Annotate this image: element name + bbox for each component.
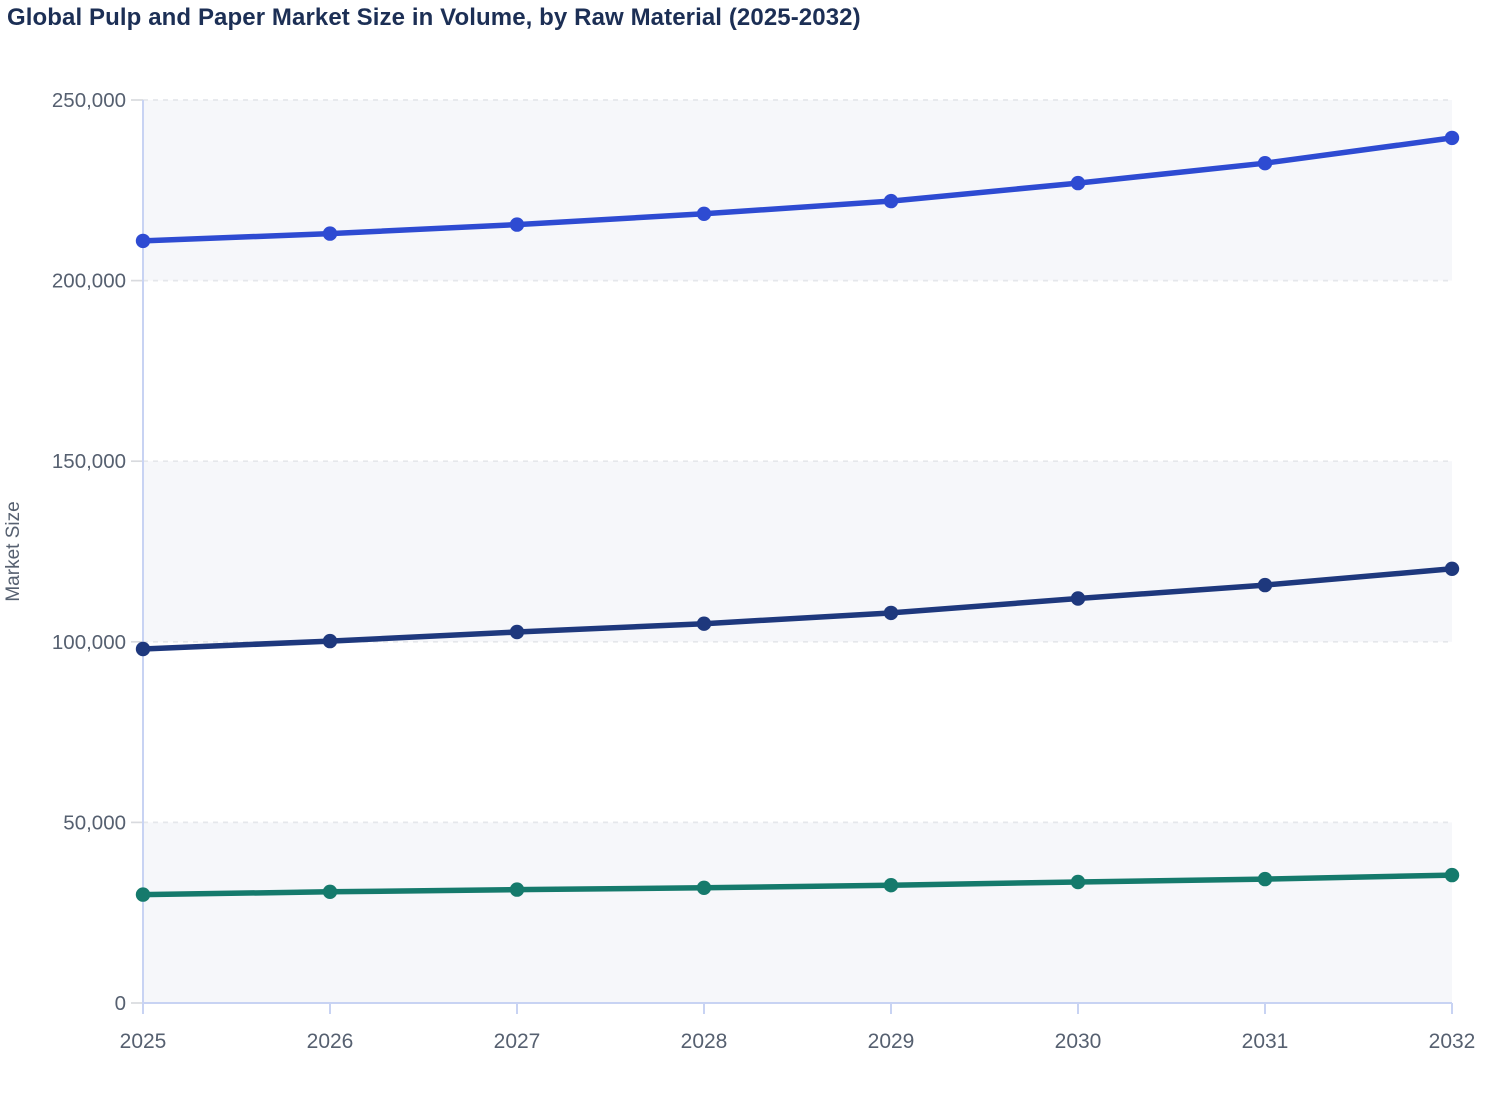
data-point-blue [1070,175,1086,191]
y-tick-label: 100,000 [52,631,126,654]
data-point-teal [696,880,712,895]
data-point-blue [883,193,899,209]
data-point-navy [135,641,151,657]
data-point-teal [1257,871,1273,887]
y-tick-label: 50,000 [63,811,126,834]
plot-band [143,461,1452,642]
data-point-teal [509,882,525,897]
y-axis-title: Market Size [3,501,24,601]
data-point-teal [883,878,899,893]
data-point-navy [1070,591,1086,606]
data-point-navy [322,633,338,649]
series-line-teal [140,872,1455,898]
x-tick-label: 2031 [1242,1030,1289,1053]
data-point-blue [1444,130,1460,146]
data-point-blue [135,233,151,249]
y-tick-label: 200,000 [52,270,126,293]
data-point-navy [1444,561,1460,576]
x-tick-label: 2032 [1429,1030,1476,1053]
series-line-blue [140,135,1455,244]
data-point-navy [883,605,899,621]
data-point-blue [509,217,525,232]
plot-band [143,822,1452,1003]
x-tick-label: 2025 [120,1030,167,1053]
y-tick-label: 250,000 [52,89,126,112]
data-point-blue [696,206,712,221]
series-line-navy [140,566,1455,652]
y-tick-label: 0 [115,992,126,1015]
data-point-teal [135,887,151,902]
x-tick-label: 2029 [868,1030,915,1053]
y-tick-label: 150,000 [52,450,126,473]
data-point-blue [322,226,338,241]
x-tick-label: 2026 [307,1030,354,1053]
data-point-navy [696,616,712,631]
data-point-teal [1444,867,1460,883]
x-tick-label: 2030 [1055,1030,1102,1053]
data-point-blue [1257,156,1273,171]
data-point-navy [1257,577,1273,593]
data-point-navy [509,624,525,640]
x-tick-label: 2028 [681,1030,728,1053]
x-tick-label: 2027 [494,1030,541,1053]
data-point-teal [322,884,338,899]
plot-band [143,100,1452,281]
chart-title: Global Pulp and Paper Market Size in Vol… [7,4,861,31]
data-point-teal [1070,874,1086,890]
